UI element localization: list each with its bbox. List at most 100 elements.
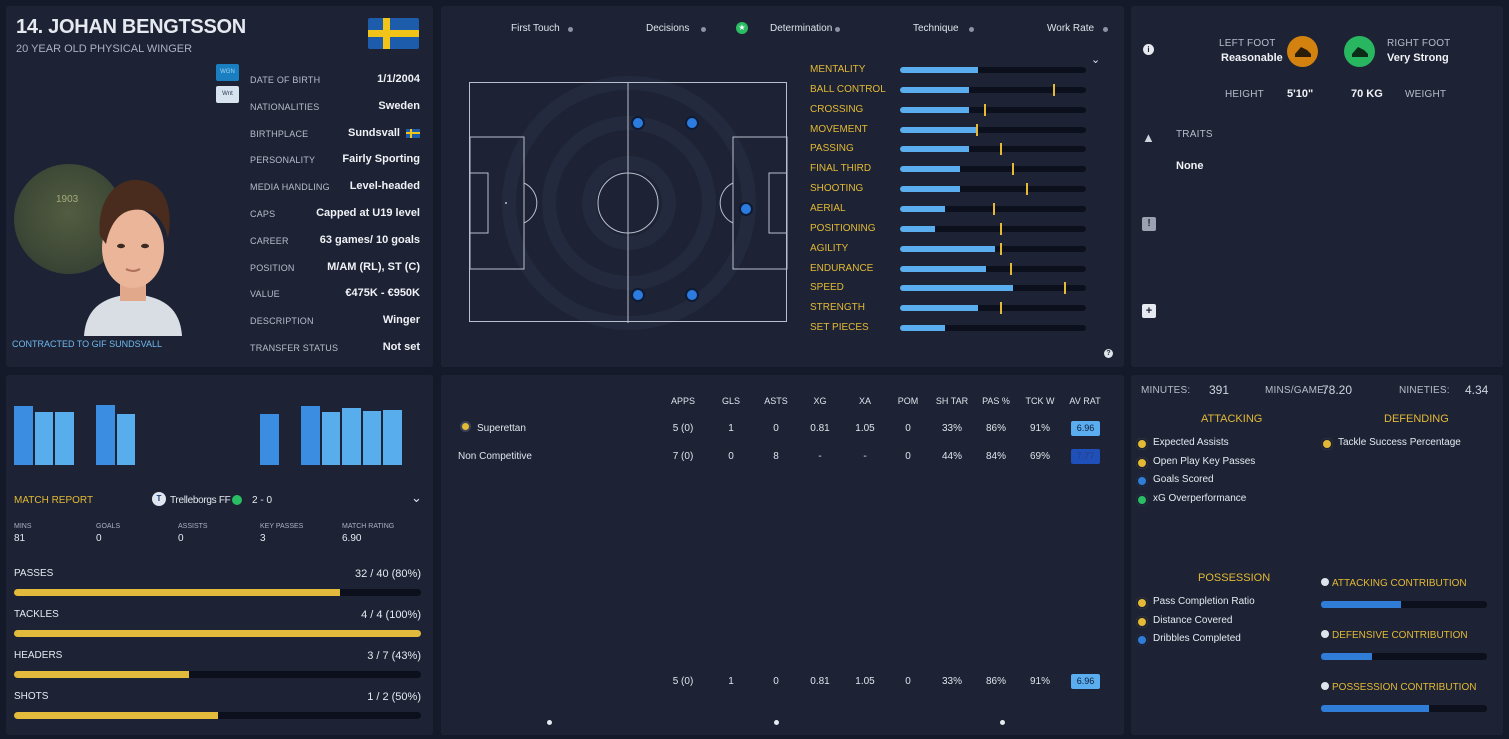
attribute-potential-marker [1063, 282, 1066, 295]
position-dot-st[interactable] [739, 202, 753, 216]
left-foot-label: LEFT FOOT [1219, 38, 1276, 49]
table-cell: 86% [985, 423, 1006, 434]
column-header-pas[interactable]: PAS % [982, 396, 1010, 406]
top-attribute-5-dot-icon [1103, 27, 1108, 32]
star-icon [1136, 475, 1148, 487]
info-row-transfer-status: TRANSFER STATUS Not set [250, 341, 420, 355]
help-icon[interactable] [1321, 578, 1329, 586]
contribution-label-text: ATTACKING CONTRIBUTION [1332, 578, 1467, 589]
info-label: NATIONALITIES [250, 101, 320, 112]
form-bar[interactable] [96, 405, 115, 465]
attribute-row-positioning: POSITIONING [810, 222, 1090, 236]
contribution-track [1321, 705, 1487, 712]
column-header-xa[interactable]: XA [858, 396, 871, 406]
table-cell: - [818, 451, 822, 462]
form-bar[interactable] [34, 412, 53, 465]
match-report-title: MATCH REPORT [14, 495, 94, 506]
column-header-sh-tar[interactable]: SH TAR [935, 396, 969, 406]
attribute-fill [900, 86, 969, 93]
role-chip-secondary[interactable]: Wnt [216, 86, 239, 103]
competition-name: Superettan [477, 423, 526, 434]
table-row[interactable]: Superettan 5 (0) 1 0 0.81 1.05 0 33% 86% 91% 6.96 [441, 419, 1124, 441]
column-header-xg[interactable]: XG [813, 396, 827, 406]
attribute-fill [900, 186, 960, 193]
opponent-name[interactable]: Trelleborgs FF [170, 495, 231, 506]
form-bar[interactable] [116, 414, 135, 465]
contract-link[interactable]: CONTRACTED TO GIF SUNDSVALL [12, 339, 163, 349]
player-subtitle: 20 YEAR OLD PHYSICAL WINGER [16, 43, 193, 55]
form-bar[interactable] [383, 409, 402, 465]
info-icon[interactable]: i [1143, 44, 1154, 55]
column-header-apps[interactable]: APPS [670, 396, 695, 406]
star-icon [1321, 438, 1333, 450]
column-header-asts[interactable]: ASTS [764, 396, 788, 406]
total-cell: 1 [728, 676, 734, 687]
info-value[interactable]: Sweden [378, 99, 420, 112]
form-bar[interactable] [321, 412, 340, 465]
total-cell: 0 [905, 676, 911, 687]
form-bar[interactable] [362, 411, 381, 465]
page-indicator-1[interactable] [547, 720, 552, 725]
stat-value-goals: 0 [96, 533, 102, 544]
chevron-down-icon[interactable]: ⌄ [1091, 54, 1101, 66]
info-label: POSITION [250, 262, 295, 273]
page-indicator-3[interactable] [1000, 720, 1005, 725]
perf-value-shots: 1 / 2 (50%) [367, 691, 421, 703]
attribute-potential-marker [1052, 83, 1055, 96]
attribute-potential-marker [1000, 143, 1003, 156]
contribution-fill [1321, 705, 1429, 712]
traits-value: None [1176, 160, 1204, 172]
attribute-row-endurance: ENDURANCE [810, 262, 1090, 276]
role-chip-primary[interactable]: WGN [216, 64, 239, 81]
position-dot-aml[interactable] [685, 116, 699, 130]
info-label: CAREER [250, 235, 289, 246]
warning-icon[interactable]: ! [1142, 217, 1156, 231]
column-header-pom[interactable]: POM [897, 396, 919, 406]
attribute-row-final-third: FINAL THIRD [810, 162, 1090, 176]
perf-label-headers: HEADERS [14, 650, 63, 661]
info-value: Winger [382, 314, 420, 327]
medical-kit-icon[interactable]: + [1142, 304, 1156, 318]
info-row-description: DESCRIPTION Winger [250, 314, 420, 328]
page-indicator-2[interactable] [774, 720, 779, 725]
help-icon[interactable] [1321, 630, 1329, 638]
total-rating-badge: 6.96 [1071, 674, 1100, 689]
info-value[interactable]: Sundsvall [348, 126, 400, 139]
attribute-track [900, 262, 1086, 275]
attribute-name: SHOOTING [810, 183, 864, 195]
position-dot-mr[interactable] [631, 288, 645, 302]
attribute-fill [900, 205, 945, 212]
highlight-tackle-success-percentage: Tackle Success Percentage [1338, 437, 1461, 448]
position-dot-amr[interactable] [685, 288, 699, 302]
star-icon [1136, 615, 1148, 628]
contribution-label-text: DEFENSIVE CONTRIBUTION [1332, 630, 1468, 641]
form-bar[interactable] [301, 406, 320, 465]
attribute-name: POSITIONING [810, 222, 876, 234]
form-bar[interactable] [14, 406, 33, 465]
minutes-label: MINUTES: [1141, 385, 1191, 396]
table-cell: 33% [941, 423, 962, 434]
info-row-date-of-birth: DATE OF BIRTH 1/1/2004 [250, 73, 420, 87]
stat-label-match-rating: MATCH RATING [342, 523, 395, 530]
position-dot-ml[interactable] [631, 116, 645, 130]
form-bar[interactable] [342, 408, 361, 465]
column-header-av-rat[interactable]: AV RAT [1069, 396, 1101, 406]
top-attribute-1: First Touch [511, 23, 560, 34]
chevron-down-icon[interactable]: ⌄ [411, 490, 422, 505]
column-header-tck-w[interactable]: TCK W [1025, 396, 1055, 406]
player-avatar [84, 179, 182, 336]
table-row[interactable]: Non Competitive 7 (0) 0 8 - - 0 44% 84% 69% 7.77 [441, 447, 1124, 469]
attribute-name: SET PIECES [810, 322, 869, 334]
help-icon[interactable]: ? [1104, 349, 1113, 358]
top-attribute-3: Determination [770, 23, 833, 34]
attribute-potential-marker [1009, 262, 1012, 275]
attribute-track [900, 325, 1086, 332]
match-score: 2 - 0 [252, 495, 273, 506]
attribute-row-set-pieces: SET PIECES [810, 321, 1090, 335]
column-header-gls[interactable]: GLS [721, 396, 740, 406]
table-cell: 84% [985, 451, 1006, 462]
form-bar[interactable] [260, 414, 279, 465]
attribute-track [900, 67, 1086, 73]
help-icon[interactable] [1321, 682, 1329, 690]
form-bar[interactable] [55, 412, 74, 465]
